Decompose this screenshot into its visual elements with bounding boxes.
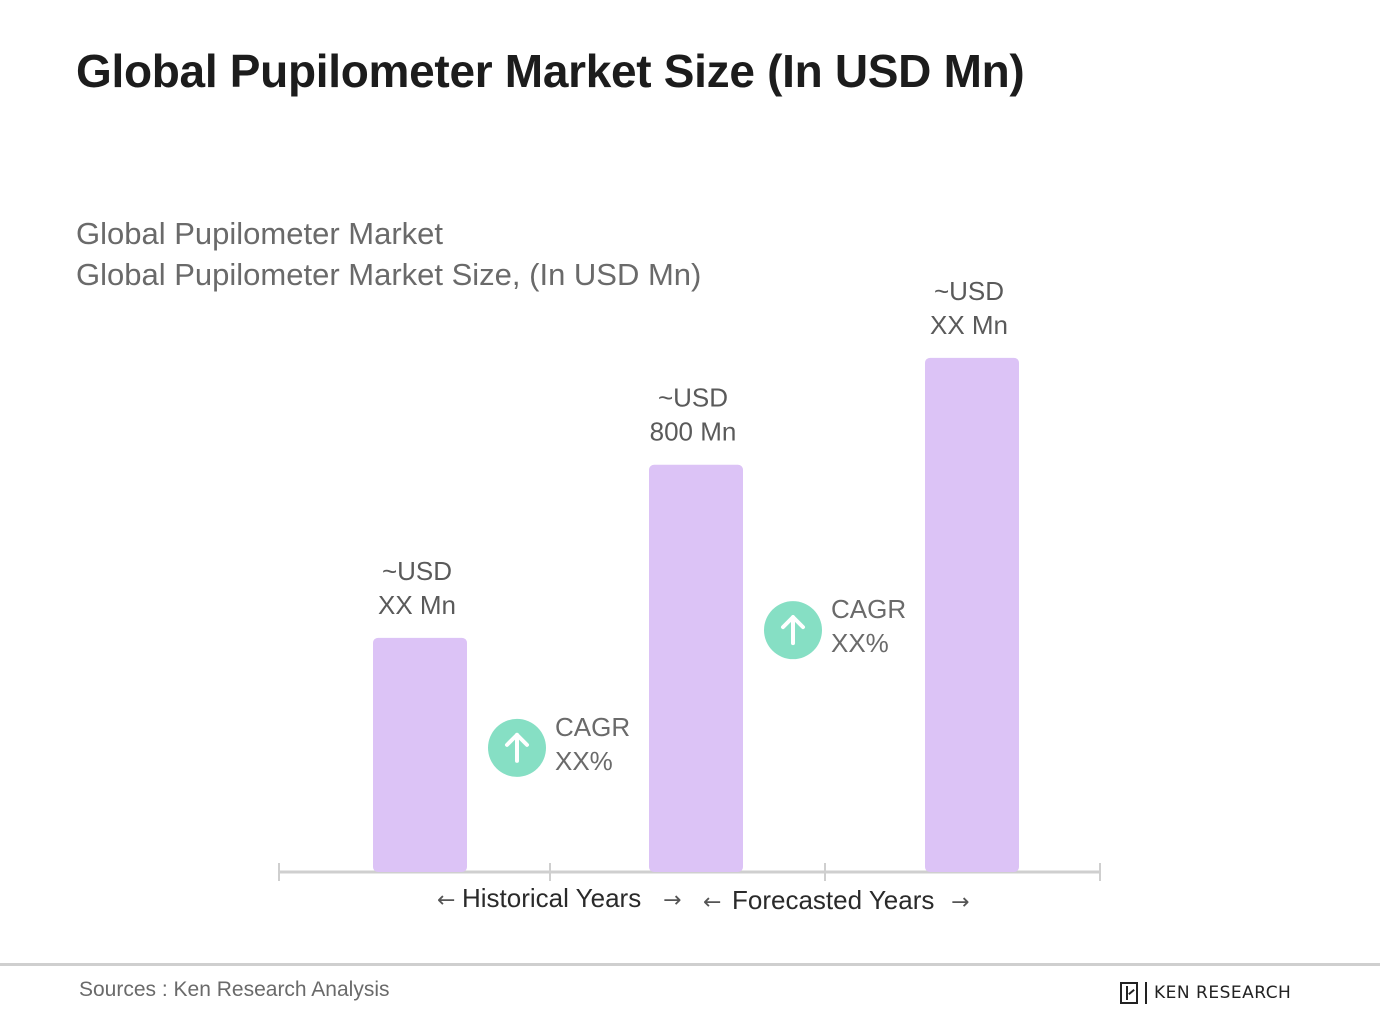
brand-name: KEN RESEARCH bbox=[1154, 983, 1292, 1003]
arrow-up-icon bbox=[505, 732, 529, 763]
bar-value-label: 800 Mn bbox=[650, 417, 737, 447]
brand-separator bbox=[1145, 982, 1147, 1004]
right-arrow-icon: → bbox=[663, 888, 681, 913]
arrow-up-head bbox=[781, 615, 805, 630]
bar-value-label: ~USD bbox=[382, 556, 452, 586]
bar-chart: ~USD XX Mn ~USD 800 Mn ~USD XX Mn CAGR XX% CAGR X… bbox=[278, 276, 1101, 915]
cagr-label: CAGR bbox=[831, 594, 906, 624]
sources-note: Sources : Ken Research Analysis bbox=[79, 978, 390, 1001]
cagr-label: CAGR bbox=[555, 712, 630, 742]
left-arrow-icon: ← bbox=[703, 890, 721, 915]
period-label: Forecasted Years bbox=[732, 885, 934, 915]
footer-divider bbox=[0, 963, 1380, 966]
bar-value-label: ~USD bbox=[658, 383, 728, 413]
arrow-up-icon bbox=[781, 615, 805, 646]
period-label: Historical Years bbox=[462, 883, 641, 913]
cagr-badge bbox=[764, 601, 822, 660]
ken-research-logo-icon bbox=[1120, 982, 1138, 1004]
cagr-value: XX% bbox=[555, 746, 613, 776]
cagr-badge bbox=[488, 718, 546, 777]
arrow-up-head bbox=[505, 732, 529, 747]
bar-value-label: XX Mn bbox=[378, 590, 456, 620]
chart-title: Global Pupilometer Market bbox=[76, 216, 443, 251]
chart-subtitle: Global Pupilometer Market Size, (In USD … bbox=[76, 257, 702, 292]
page-title: Global Pupilometer Market Size (In USD M… bbox=[76, 45, 1025, 97]
bar-3 bbox=[925, 357, 1019, 872]
bar-1 bbox=[373, 637, 467, 872]
right-arrow-icon: → bbox=[951, 890, 969, 915]
bar-value-label: ~USD bbox=[934, 276, 1004, 306]
bar-value-label: XX Mn bbox=[930, 310, 1008, 340]
left-arrow-icon: ← bbox=[437, 888, 455, 913]
bar-2 bbox=[649, 464, 743, 872]
cagr-value: XX% bbox=[831, 628, 889, 658]
brand-logo: KEN RESEARCH bbox=[1120, 982, 1291, 1004]
